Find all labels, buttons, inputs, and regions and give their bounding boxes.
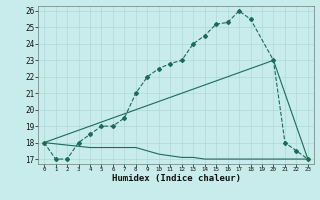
X-axis label: Humidex (Indice chaleur): Humidex (Indice chaleur) <box>111 174 241 183</box>
